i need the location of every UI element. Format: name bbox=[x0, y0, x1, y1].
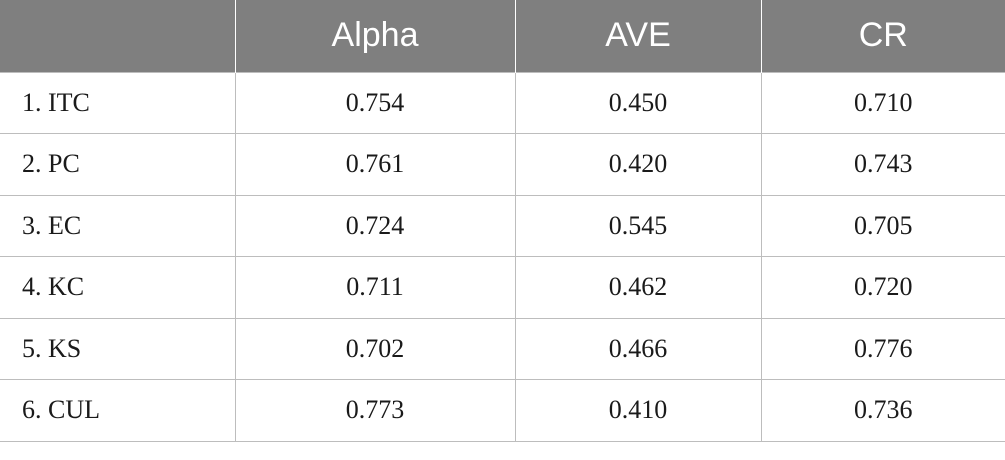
table-header: Alpha AVE CR bbox=[0, 0, 1005, 72]
cr-cell: 0.743 bbox=[760, 133, 1005, 196]
table-row: 4. KC 0.711 0.462 0.720 bbox=[0, 256, 1005, 319]
alpha-cell: 0.754 bbox=[234, 71, 516, 134]
alpha-cell: 0.711 bbox=[234, 256, 516, 319]
row-label: 2. PC bbox=[0, 133, 236, 196]
ave-cell: 0.466 bbox=[514, 317, 762, 380]
ave-cell: 0.462 bbox=[514, 256, 762, 319]
alpha-cell: 0.773 bbox=[234, 379, 516, 442]
alpha-cell: 0.724 bbox=[234, 194, 516, 257]
alpha-cell: 0.761 bbox=[234, 133, 516, 196]
table-row: 1. ITC 0.754 0.450 0.710 bbox=[0, 71, 1005, 134]
ave-cell: 0.410 bbox=[514, 379, 762, 442]
row-label: 3. EC bbox=[0, 194, 236, 257]
ave-cell: 0.450 bbox=[514, 71, 762, 134]
table-row: 3. EC 0.724 0.545 0.705 bbox=[0, 194, 1005, 257]
table-row: 2. PC 0.761 0.420 0.743 bbox=[0, 133, 1005, 196]
cr-cell: 0.776 bbox=[760, 317, 1005, 380]
cr-cell: 0.720 bbox=[760, 256, 1005, 319]
cr-cell: 0.736 bbox=[760, 379, 1005, 442]
cr-cell: 0.710 bbox=[760, 71, 1005, 134]
row-label: 5. KS bbox=[0, 317, 236, 380]
row-label: 1. ITC bbox=[0, 71, 236, 134]
header-cell-cr: CR bbox=[760, 0, 1005, 72]
ave-cell: 0.420 bbox=[514, 133, 762, 196]
row-label: 4. KC bbox=[0, 256, 236, 319]
row-label: 6. CUL bbox=[0, 379, 236, 442]
header-cell-ave: AVE bbox=[514, 0, 761, 72]
header-cell-blank bbox=[0, 0, 235, 72]
header-row: Alpha AVE CR bbox=[0, 0, 1005, 72]
alpha-cell: 0.702 bbox=[234, 317, 516, 380]
ave-cell: 0.545 bbox=[514, 194, 762, 257]
table-row: 5. KS 0.702 0.466 0.776 bbox=[0, 317, 1005, 380]
table-row: 6. CUL 0.773 0.410 0.736 bbox=[0, 379, 1005, 442]
reliability-table: Alpha AVE CR 1. ITC 0.754 0.450 0.710 2.… bbox=[0, 0, 1005, 442]
header-cell-alpha: Alpha bbox=[234, 0, 515, 72]
cr-cell: 0.705 bbox=[760, 194, 1005, 257]
table-body: 1. ITC 0.754 0.450 0.710 2. PC 0.761 0.4… bbox=[0, 71, 1005, 442]
